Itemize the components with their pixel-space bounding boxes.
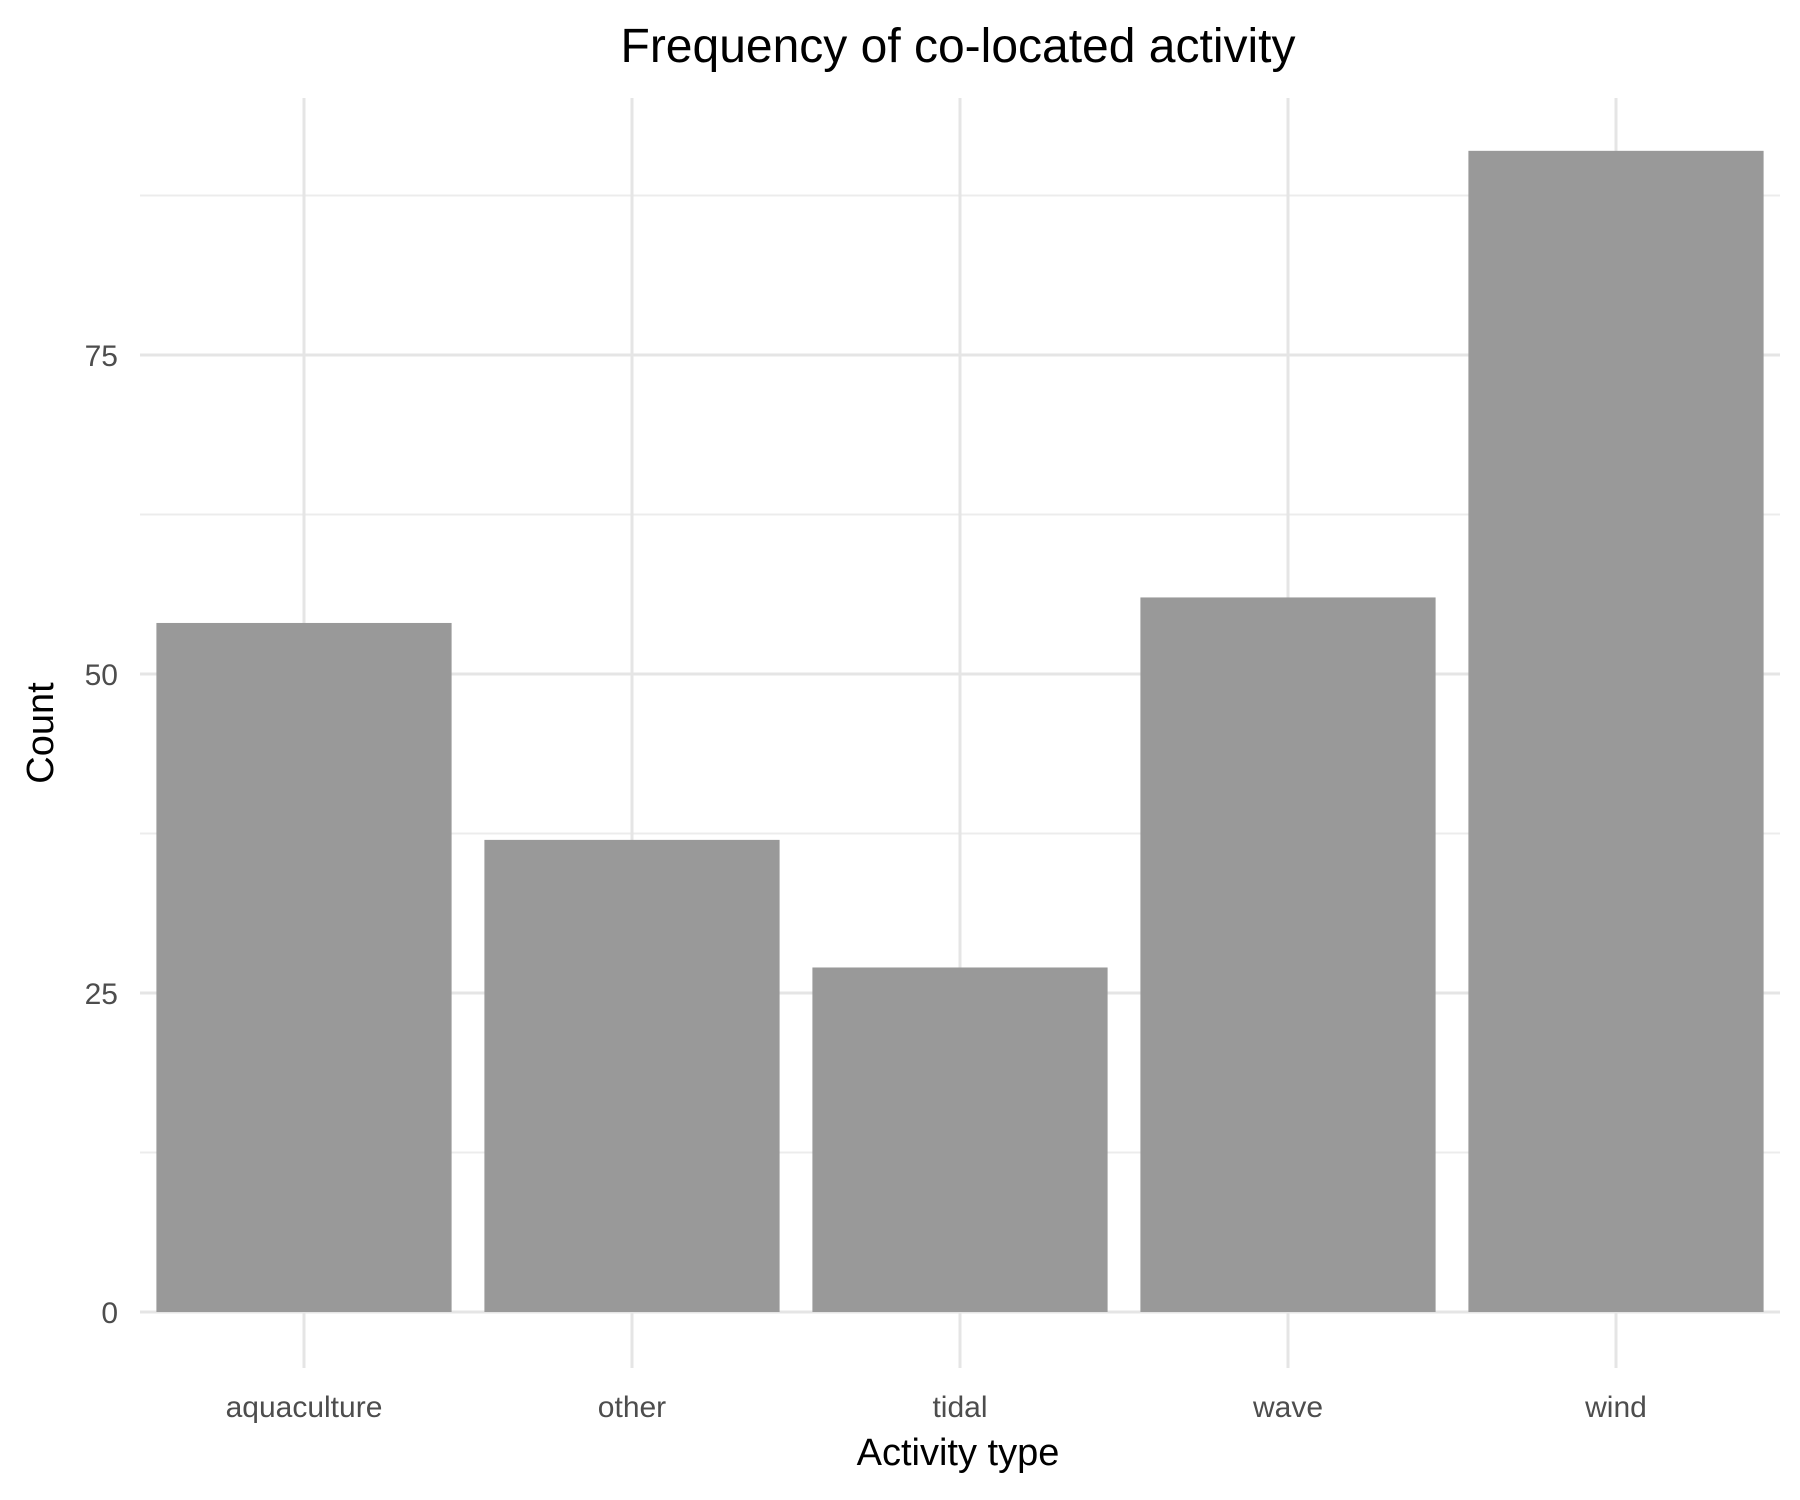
y-tick-label: 50 [85, 659, 118, 692]
bar-wave [1140, 597, 1436, 1312]
y-tick-label: 25 [85, 978, 118, 1011]
bars [156, 150, 1764, 1313]
x-tick-label: wave [1252, 1391, 1323, 1424]
bar-wind [1468, 150, 1764, 1313]
x-tick-label: aquaculture [226, 1391, 383, 1424]
y-tick-label: 0 [101, 1297, 118, 1330]
x-tick-label: other [598, 1391, 666, 1424]
x-axis-title: Activity type [857, 1432, 1060, 1474]
x-tick-label: tidal [932, 1391, 987, 1424]
bar-aquaculture [156, 622, 452, 1312]
y-tick-label: 75 [85, 340, 118, 373]
y-tick-labels: 0 25 50 75 [85, 340, 118, 1330]
x-tick-labels: aquaculture other tidal wave wind [226, 1391, 1647, 1424]
y-axis-title: Count [20, 682, 62, 784]
bar-other [484, 839, 780, 1312]
bar-tidal [812, 967, 1108, 1312]
chart-title: Frequency of co-located activity [621, 20, 1296, 73]
x-tick-label: wind [1584, 1391, 1647, 1424]
